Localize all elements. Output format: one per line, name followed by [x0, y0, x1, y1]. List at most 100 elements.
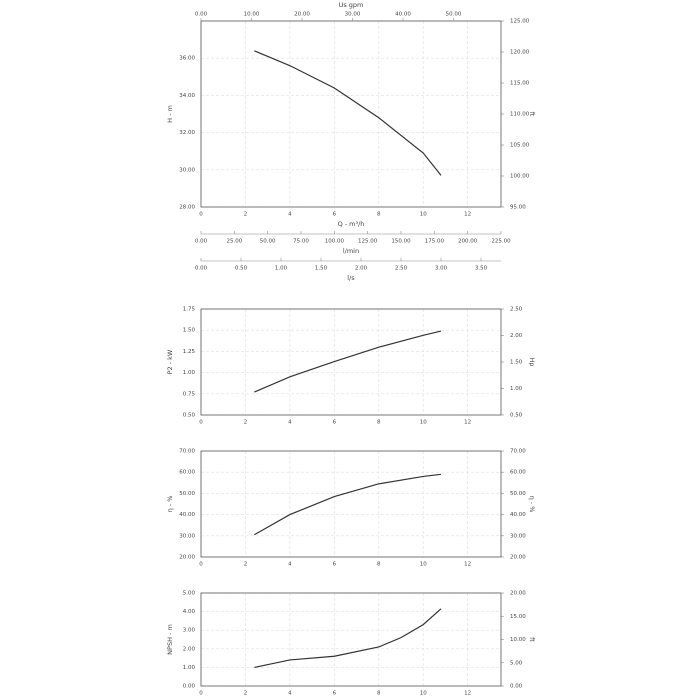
- x-tick-label: 8: [377, 212, 381, 218]
- scale-tick-label: 150.00: [391, 239, 411, 245]
- y-tick-label: 20.00: [179, 555, 195, 561]
- y2-tick-label: 1.50: [510, 360, 523, 366]
- x-tick-label: 10: [420, 212, 427, 218]
- curve: [254, 473, 442, 536]
- scale-tick-label: 0.00: [195, 266, 208, 272]
- y2-tick-label: 50.00: [510, 491, 526, 497]
- y2-axis-label: ft: [528, 112, 536, 117]
- x-tick-label: 8: [377, 562, 381, 568]
- scale-label: l/min: [343, 247, 359, 255]
- x-tick-label: 12: [464, 420, 471, 426]
- y-tick-label: 30.00: [179, 167, 195, 173]
- x-tick-label: 10: [420, 420, 427, 426]
- y2-tick-label: 0.00: [510, 684, 523, 690]
- scale-tick-label: 3.00: [435, 266, 448, 272]
- top-tick-label: 0.00: [195, 12, 208, 18]
- y2-tick-label: 10.00: [510, 637, 526, 643]
- y-axis-label: P2 - kW: [166, 349, 174, 374]
- plot-area: [201, 309, 501, 415]
- x-tick-label: 2: [244, 562, 248, 568]
- y-tick-label: 0.50: [183, 413, 196, 419]
- top-axis-label: Us gpm: [339, 1, 364, 9]
- y2-tick-label: 120.00: [510, 50, 530, 56]
- y-tick-label: 1.75: [183, 307, 196, 313]
- y-tick-label: 1.50: [183, 328, 196, 334]
- y-tick-label: 40.00: [179, 512, 195, 518]
- top-tick-label: 10.00: [244, 12, 260, 18]
- x-tick-label: 2: [244, 420, 248, 426]
- x-tick-label: 4: [288, 562, 292, 568]
- x-tick-label: 0: [199, 562, 203, 568]
- y2-tick-label: 125.00: [510, 19, 530, 25]
- scale-label: l/s: [347, 274, 355, 282]
- curve: [254, 50, 442, 176]
- top-tick-label: 40.00: [395, 12, 411, 18]
- x-tick-label: 10: [420, 562, 427, 568]
- y2-tick-label: 30.00: [510, 533, 526, 539]
- scale-tick-label: 225.00: [491, 239, 511, 245]
- y2-tick-label: 115.00: [510, 81, 530, 87]
- y2-tick-label: 100.00: [510, 174, 530, 180]
- scale-tick-label: 0.50: [235, 266, 248, 272]
- x-tick-label: 4: [288, 420, 292, 426]
- scale-tick-label: 25.00: [226, 239, 242, 245]
- scale-tick-label: 2.00: [355, 266, 368, 272]
- x-tick-label: 4: [288, 691, 292, 697]
- plot-area: [201, 593, 501, 686]
- y2-tick-label: 20.00: [510, 555, 526, 561]
- y2-tick-label: 5.00: [510, 660, 523, 666]
- scale-tick-label: 1.00: [275, 266, 288, 272]
- scale-tick-label: 50.00: [260, 239, 276, 245]
- y-tick-label: 32.00: [179, 130, 195, 136]
- plot-area: [201, 21, 501, 207]
- y-tick-label: 36.00: [179, 56, 195, 62]
- x-tick-label: 0: [199, 691, 203, 697]
- y2-tick-label: 2.00: [510, 333, 523, 339]
- curve: [254, 608, 442, 668]
- y-tick-label: 2.00: [183, 646, 196, 652]
- y2-axis-label: η - %: [528, 496, 536, 513]
- x-tick-label: 8: [377, 691, 381, 697]
- x-tick-label: 0: [199, 420, 203, 426]
- x-tick-label: 8: [377, 420, 381, 426]
- y-tick-label: 34.00: [179, 93, 195, 99]
- y2-tick-label: 110.00: [510, 112, 530, 118]
- x-tick-label: 2: [244, 691, 248, 697]
- y-tick-label: 28.00: [179, 205, 195, 211]
- x-tick-label: 6: [333, 562, 337, 568]
- x-tick-label: 12: [464, 212, 471, 218]
- y-tick-label: 1.00: [183, 370, 196, 376]
- scale-tick-label: 200.00: [458, 239, 478, 245]
- y-tick-label: 60.00: [179, 470, 195, 476]
- top-tick-label: 20.00: [294, 12, 310, 18]
- y-tick-label: 30.00: [179, 533, 195, 539]
- y2-tick-label: 40.00: [510, 512, 526, 518]
- x-tick-label: 12: [464, 691, 471, 697]
- x-tick-label: 2: [244, 212, 248, 218]
- scale-tick-label: 125.00: [358, 239, 378, 245]
- y-axis-label: H - m: [166, 105, 174, 123]
- y-tick-label: 0.75: [183, 391, 196, 397]
- x-tick-label: 12: [464, 562, 471, 568]
- y-tick-label: 1.25: [183, 349, 196, 355]
- scale-tick-label: 175.00: [425, 239, 445, 245]
- y-tick-label: 5.00: [183, 591, 196, 597]
- y2-tick-label: 2.50: [510, 307, 523, 313]
- top-tick-label: 30.00: [345, 12, 361, 18]
- y2-tick-label: 1.00: [510, 386, 523, 392]
- x-tick-label: 0: [199, 212, 203, 218]
- y-tick-label: 4.00: [183, 609, 196, 615]
- x-tick-label: 4: [288, 212, 292, 218]
- y-tick-label: 0.00: [183, 684, 196, 690]
- y2-axis-label: ft: [528, 637, 536, 642]
- scale-tick-label: 100.00: [325, 239, 345, 245]
- plot-area: [201, 451, 501, 557]
- y-tick-label: 50.00: [179, 491, 195, 497]
- scale-tick-label: 0.00: [195, 239, 208, 245]
- plot-border: [200, 592, 502, 687]
- y-tick-label: 3.00: [183, 628, 196, 634]
- x-axis-label: Q - m³/h: [338, 220, 365, 228]
- plot-border: [200, 20, 502, 208]
- y-tick-label: 1.00: [183, 665, 196, 671]
